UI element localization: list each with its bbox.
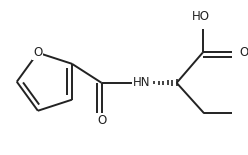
Text: O: O bbox=[33, 46, 42, 59]
Text: HO: HO bbox=[192, 10, 210, 23]
Text: O: O bbox=[239, 46, 248, 59]
Text: HN: HN bbox=[133, 75, 151, 89]
Text: O: O bbox=[97, 114, 106, 127]
